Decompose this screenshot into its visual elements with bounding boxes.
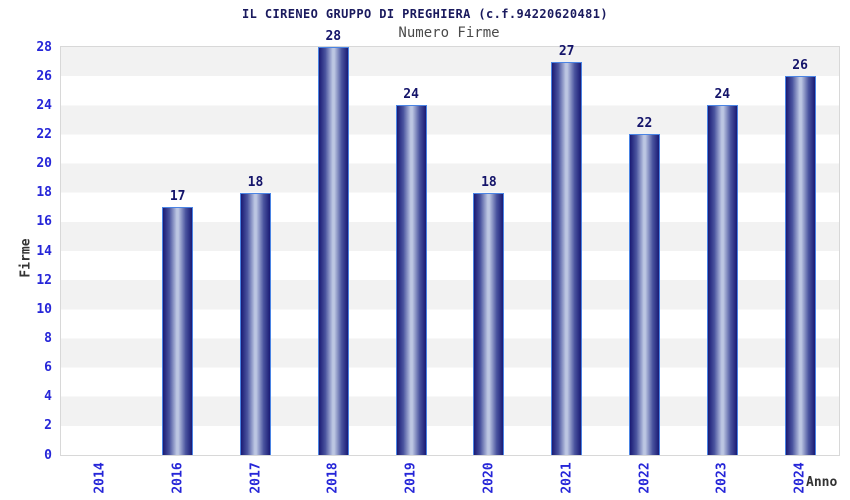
chart-title: IL CIRENEO GRUPPO DI PREGHIERA (c.f.9422… xyxy=(242,7,608,21)
x-tick-label: 2019 xyxy=(403,462,419,494)
bar-value-label: 22 xyxy=(636,116,653,132)
y-tick-label: 28 xyxy=(36,39,52,55)
bar-value-label: 17 xyxy=(169,189,186,205)
bar-value-label: 18 xyxy=(247,174,264,190)
bar xyxy=(395,105,427,455)
y-tick-label: 20 xyxy=(36,156,52,172)
x-axis-title: Anno xyxy=(806,475,838,490)
x-tick-label: 2018 xyxy=(325,462,341,494)
bar-value-label: 27 xyxy=(558,43,575,59)
y-tick-label: 22 xyxy=(36,126,52,142)
y-tick-label: 16 xyxy=(36,214,52,230)
bar-value-label: 28 xyxy=(325,29,342,44)
x-tick-label: 2023 xyxy=(714,462,730,494)
y-tick-label: 26 xyxy=(36,68,52,84)
x-tick-label: 2016 xyxy=(170,462,186,494)
y-tick-label: 24 xyxy=(36,97,52,113)
bar xyxy=(629,134,660,455)
x-tick-label: 2020 xyxy=(481,462,497,494)
y-tick-label: 14 xyxy=(36,243,52,259)
x-tick-label: 2014 xyxy=(92,462,108,494)
bar xyxy=(784,76,816,455)
bar-value-label: 18 xyxy=(481,174,497,190)
y-tick-label: 8 xyxy=(44,330,52,346)
y-tick-label: 0 xyxy=(44,447,52,463)
x-tick-label: 2021 xyxy=(559,462,575,494)
chart-subtitle: Numero Firme xyxy=(398,25,500,41)
bar xyxy=(473,192,505,455)
x-tick-label: 2017 xyxy=(248,462,263,494)
bar xyxy=(240,192,271,455)
bar-value-label: 24 xyxy=(403,87,419,103)
bar-value-label: 26 xyxy=(792,58,808,74)
y-tick-label: 12 xyxy=(36,272,52,288)
bar xyxy=(317,47,349,455)
y-tick-label: 10 xyxy=(36,301,52,317)
bar xyxy=(706,105,738,455)
y-tick-label: 6 xyxy=(44,360,52,376)
bar xyxy=(551,61,583,455)
x-tick-label: 2022 xyxy=(637,462,652,494)
y-tick-label: 2 xyxy=(44,418,52,434)
y-tick-label: 18 xyxy=(36,185,52,201)
plot-area xyxy=(60,46,840,456)
y-tick-label: 4 xyxy=(44,389,52,405)
bar-value-label: 24 xyxy=(714,87,731,103)
bar xyxy=(162,207,194,455)
